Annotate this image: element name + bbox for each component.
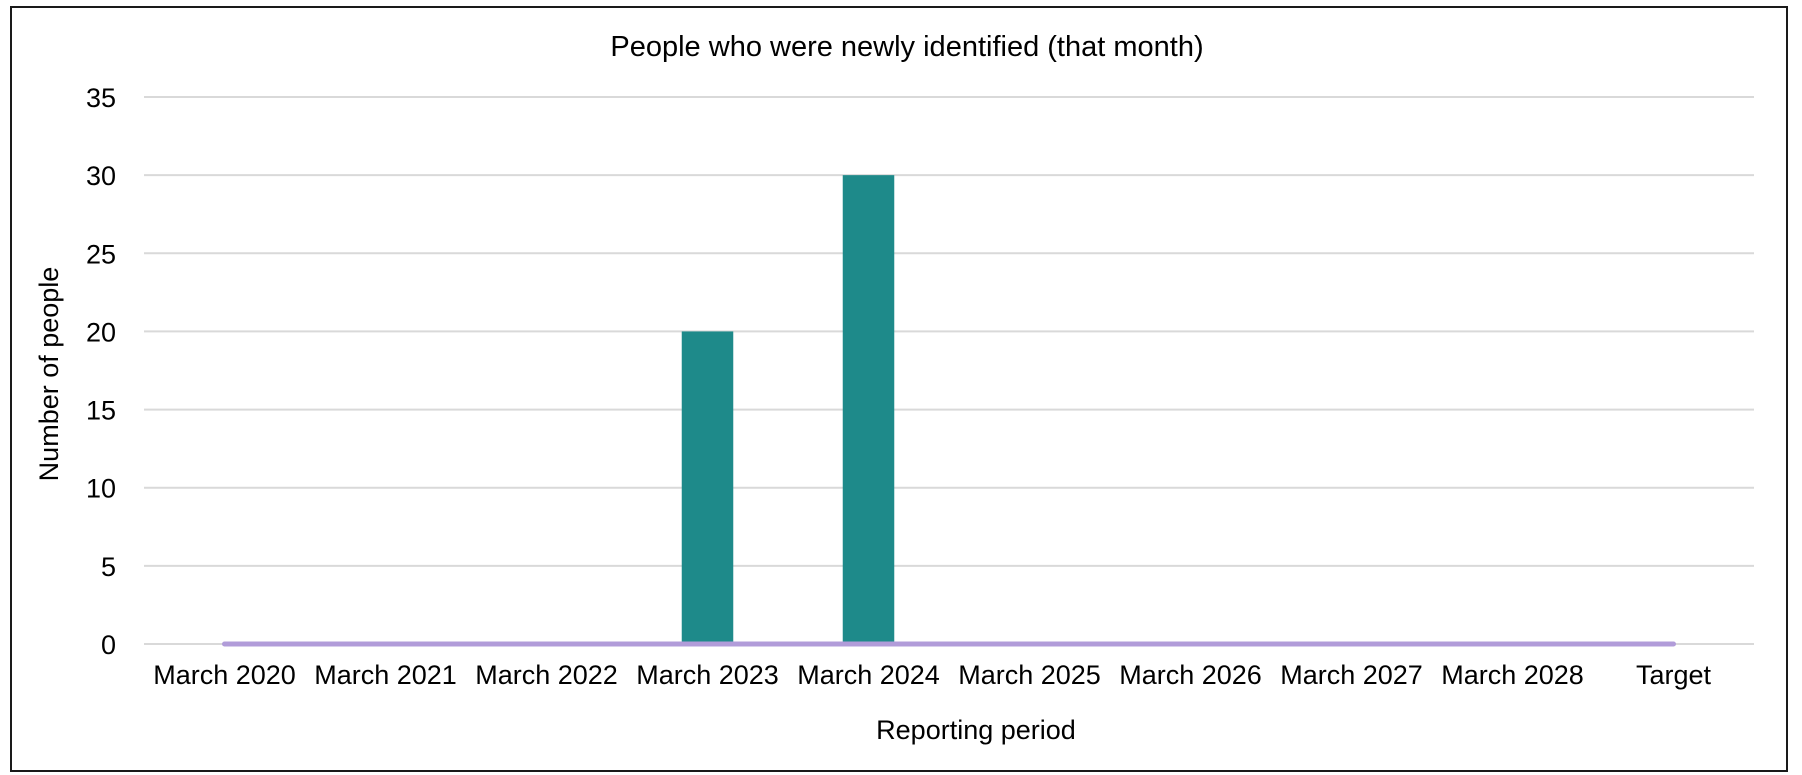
x-tick-labels: March 2020 March 2021 March 2022 March 2023…: [153, 660, 1711, 690]
x-tick-label: March 2027: [1280, 660, 1423, 690]
gridlines: [144, 96, 1754, 645]
y-tick-label: 35: [86, 83, 116, 113]
chart-svg: People who were newly identified (that m…: [34, 31, 1754, 745]
y-tick-label: 5: [101, 552, 116, 582]
y-tick-label: 25: [86, 239, 116, 269]
x-tick-label: March 2028: [1441, 660, 1584, 690]
x-tick-label: March 2026: [1119, 660, 1262, 690]
bar: [842, 175, 895, 644]
y-tick-label: 30: [86, 161, 116, 191]
x-axis-label: Reporting period: [876, 715, 1076, 745]
x-tick-label: Target: [1636, 660, 1712, 690]
bars: [681, 175, 895, 644]
x-tick-label: March 2022: [475, 660, 618, 690]
y-axis-label: Number of people: [34, 267, 64, 482]
x-tick-label: March 2024: [797, 660, 940, 690]
y-tick-label: 10: [86, 474, 116, 504]
x-tick-label: March 2025: [958, 660, 1101, 690]
x-tick-label: March 2020: [153, 660, 296, 690]
y-tick-labels: 0 5 10 15 20 25 30 35: [86, 83, 116, 660]
y-tick-label: 0: [101, 630, 116, 660]
chart-title: People who were newly identified (that m…: [610, 31, 1203, 63]
y-tick-label: 15: [86, 396, 116, 426]
chart-frame: People who were newly identified (that m…: [10, 6, 1788, 772]
x-tick-label: March 2021: [314, 660, 457, 690]
bar: [681, 331, 734, 644]
y-tick-label: 20: [86, 317, 116, 347]
x-tick-label: March 2023: [636, 660, 779, 690]
